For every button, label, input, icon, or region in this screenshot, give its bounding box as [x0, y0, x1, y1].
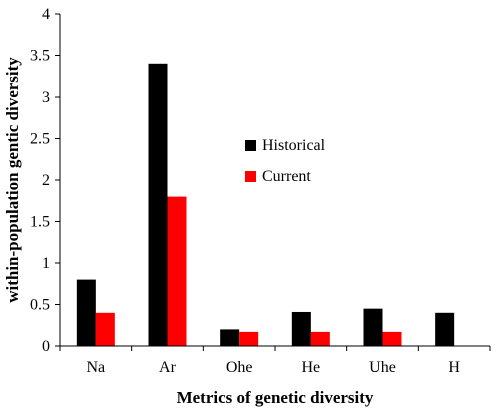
y-tick-label: 1.5	[30, 214, 50, 231]
legend-swatch-historical	[245, 140, 256, 151]
legend-label-current: Current	[262, 168, 311, 185]
x-tick-label: Ar	[159, 359, 177, 376]
bar-historical-he	[291, 311, 311, 346]
bar-historical-ar	[148, 63, 168, 347]
y-tick-label: 2.5	[30, 131, 50, 148]
bars-layer	[76, 63, 455, 347]
y-tick-label: 3.5	[30, 48, 50, 65]
x-tick-labels: Na Ar Ohe He Uhe H	[59, 346, 491, 376]
bar-current-na	[95, 312, 115, 346]
bar-historical-h	[435, 312, 455, 346]
legend: Historical Current	[245, 137, 326, 185]
y-tick-label: 0.5	[30, 297, 50, 314]
y-tick-label: 2	[42, 172, 50, 189]
legend-swatch-current	[245, 171, 256, 182]
bar-historical-ohe	[220, 329, 240, 346]
bar-current-uhe	[382, 331, 402, 346]
x-axis-title: Metrics of genetic diversity	[177, 388, 374, 407]
bar-historical-uhe	[363, 308, 383, 346]
y-tick-label: 1	[42, 255, 50, 272]
y-axis-title: within-population gentic diversity	[3, 57, 22, 303]
x-tick-label: H	[448, 359, 460, 376]
bar-current-he	[310, 331, 330, 346]
y-tick-label: 4	[42, 6, 50, 23]
x-tick-label: Ohe	[226, 359, 253, 376]
x-tick-label: Uhe	[369, 359, 396, 376]
x-tick-label: He	[302, 359, 321, 376]
y-tick-label: 3	[42, 89, 50, 106]
bar-current-ar	[167, 196, 187, 346]
y-ticks: 0 0.5 1 1.5 2 2.5 3 3.5 4	[30, 6, 60, 355]
bar-current-ohe	[239, 331, 259, 346]
bar-historical-na	[76, 279, 96, 346]
x-tick-label: Na	[87, 359, 106, 376]
legend-label-historical: Historical	[262, 137, 326, 154]
y-tick-label: 0	[42, 338, 50, 355]
